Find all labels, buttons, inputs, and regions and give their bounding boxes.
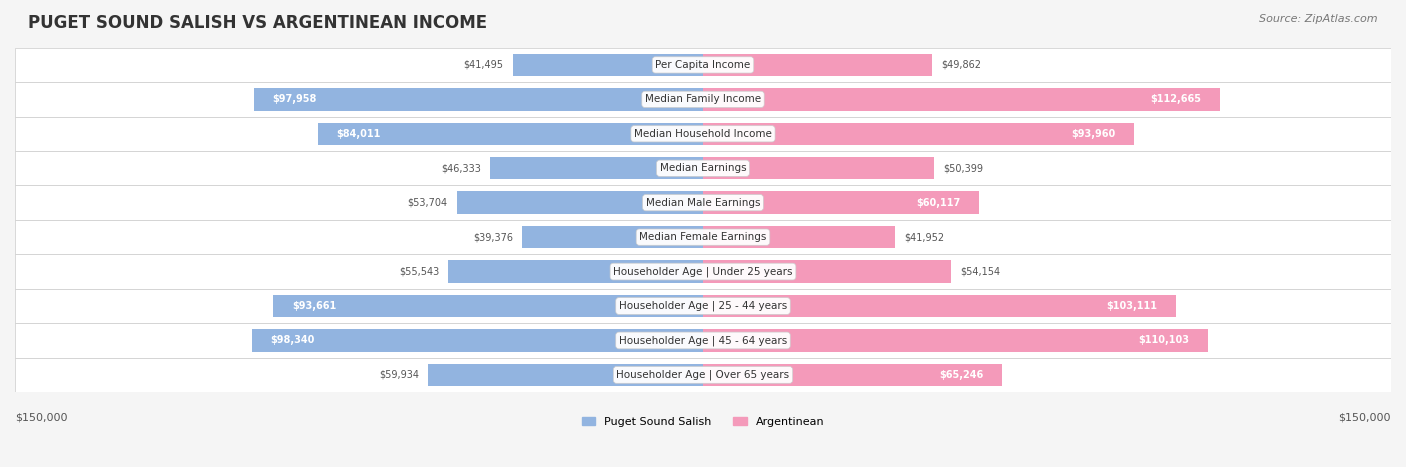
Text: $41,495: $41,495: [464, 60, 503, 70]
Text: $98,340: $98,340: [270, 335, 315, 346]
Text: PUGET SOUND SALISH VS ARGENTINEAN INCOME: PUGET SOUND SALISH VS ARGENTINEAN INCOME: [28, 14, 488, 32]
Text: $49,862: $49,862: [941, 60, 981, 70]
FancyBboxPatch shape: [703, 191, 979, 214]
FancyBboxPatch shape: [523, 226, 703, 248]
Text: $60,117: $60,117: [917, 198, 960, 208]
FancyBboxPatch shape: [703, 261, 952, 283]
Text: $41,952: $41,952: [904, 232, 945, 242]
FancyBboxPatch shape: [703, 295, 1175, 317]
FancyBboxPatch shape: [15, 48, 1391, 82]
FancyBboxPatch shape: [15, 185, 1391, 220]
Text: Householder Age | Under 25 years: Householder Age | Under 25 years: [613, 266, 793, 277]
FancyBboxPatch shape: [513, 54, 703, 76]
FancyBboxPatch shape: [15, 82, 1391, 117]
FancyBboxPatch shape: [427, 364, 703, 386]
Text: $39,376: $39,376: [474, 232, 513, 242]
Legend: Puget Sound Salish, Argentinean: Puget Sound Salish, Argentinean: [578, 412, 828, 432]
Text: $84,011: $84,011: [336, 129, 381, 139]
FancyBboxPatch shape: [15, 358, 1391, 392]
FancyBboxPatch shape: [703, 364, 1002, 386]
Text: Per Capita Income: Per Capita Income: [655, 60, 751, 70]
FancyBboxPatch shape: [15, 151, 1391, 185]
Text: Householder Age | 45 - 64 years: Householder Age | 45 - 64 years: [619, 335, 787, 346]
Text: $150,000: $150,000: [1339, 413, 1391, 423]
FancyBboxPatch shape: [703, 54, 932, 76]
Text: Householder Age | 25 - 44 years: Householder Age | 25 - 44 years: [619, 301, 787, 311]
Text: $55,543: $55,543: [399, 267, 439, 276]
Text: Source: ZipAtlas.com: Source: ZipAtlas.com: [1260, 14, 1378, 24]
Text: $54,154: $54,154: [960, 267, 1001, 276]
Text: Median Family Income: Median Family Income: [645, 94, 761, 104]
Text: Median Male Earnings: Median Male Earnings: [645, 198, 761, 208]
Text: $97,958: $97,958: [271, 94, 316, 104]
FancyBboxPatch shape: [703, 123, 1135, 145]
Text: Householder Age | Over 65 years: Householder Age | Over 65 years: [616, 370, 790, 380]
FancyBboxPatch shape: [15, 289, 1391, 323]
Text: $110,103: $110,103: [1139, 335, 1189, 346]
FancyBboxPatch shape: [15, 323, 1391, 358]
FancyBboxPatch shape: [491, 157, 703, 179]
FancyBboxPatch shape: [15, 117, 1391, 151]
Text: $50,399: $50,399: [943, 163, 983, 173]
Text: $93,960: $93,960: [1071, 129, 1115, 139]
FancyBboxPatch shape: [457, 191, 703, 214]
Text: Median Household Income: Median Household Income: [634, 129, 772, 139]
FancyBboxPatch shape: [703, 329, 1208, 352]
Text: $93,661: $93,661: [292, 301, 336, 311]
Text: $150,000: $150,000: [15, 413, 67, 423]
FancyBboxPatch shape: [253, 88, 703, 111]
FancyBboxPatch shape: [15, 255, 1391, 289]
Text: $53,704: $53,704: [408, 198, 447, 208]
FancyBboxPatch shape: [703, 88, 1220, 111]
Text: $59,934: $59,934: [380, 370, 419, 380]
FancyBboxPatch shape: [15, 220, 1391, 255]
FancyBboxPatch shape: [703, 157, 934, 179]
Text: $112,665: $112,665: [1150, 94, 1201, 104]
FancyBboxPatch shape: [252, 329, 703, 352]
FancyBboxPatch shape: [318, 123, 703, 145]
Text: $65,246: $65,246: [939, 370, 984, 380]
Text: $103,111: $103,111: [1107, 301, 1157, 311]
Text: $46,333: $46,333: [441, 163, 481, 173]
FancyBboxPatch shape: [273, 295, 703, 317]
FancyBboxPatch shape: [703, 226, 896, 248]
FancyBboxPatch shape: [449, 261, 703, 283]
Text: Median Female Earnings: Median Female Earnings: [640, 232, 766, 242]
Text: Median Earnings: Median Earnings: [659, 163, 747, 173]
